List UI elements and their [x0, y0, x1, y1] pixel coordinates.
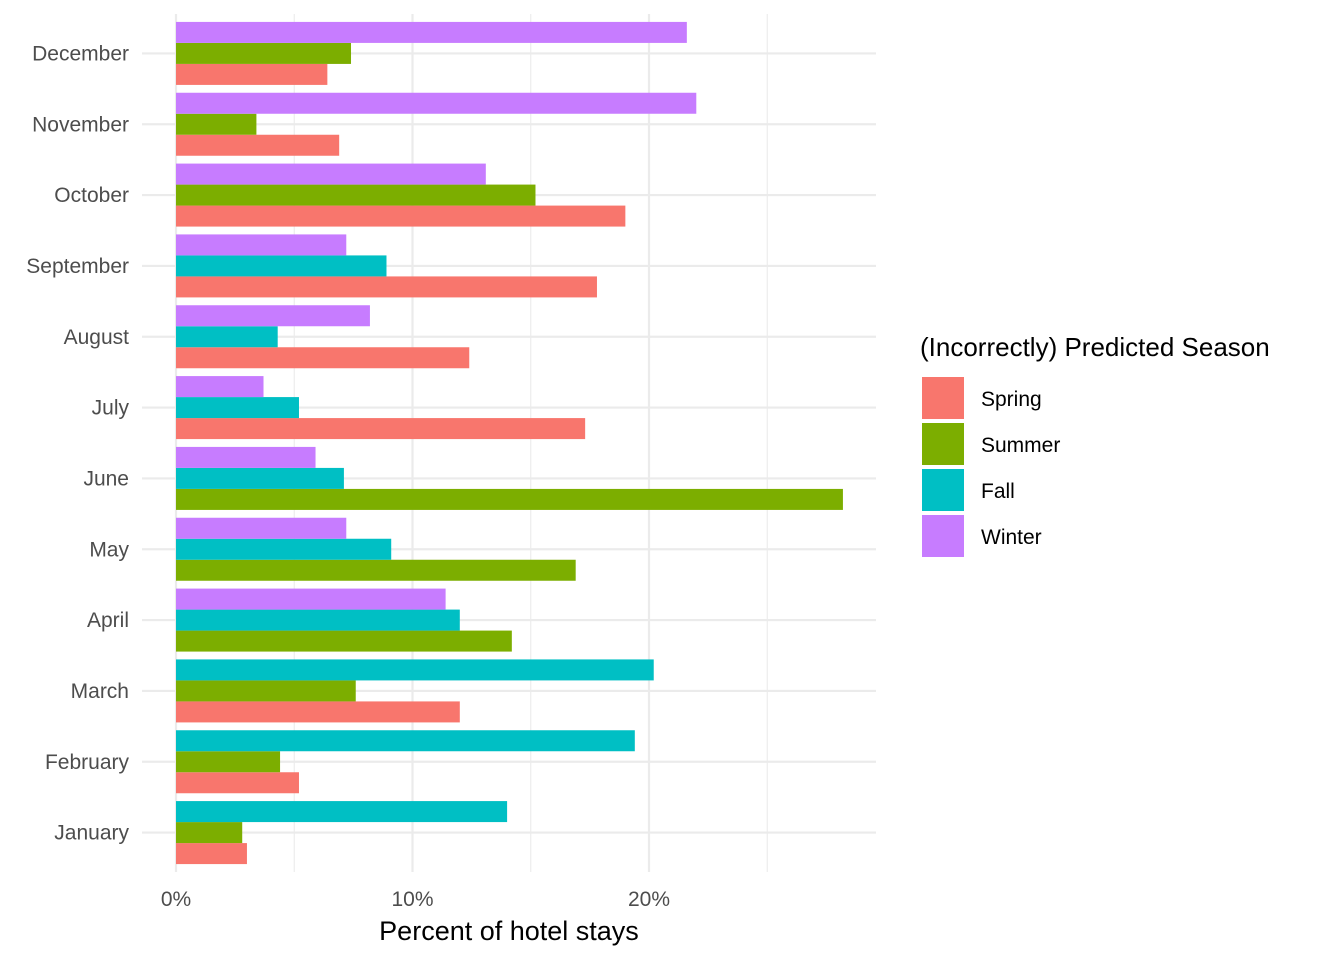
bar-december-spring: [176, 63, 328, 85]
y-tick-label-january: January: [54, 822, 129, 845]
bar-november-spring: [176, 134, 340, 156]
bar-may-summer: [176, 559, 576, 581]
legend-swatch-summer: [922, 423, 964, 465]
bars: [176, 21, 843, 865]
bar-february-fall: [176, 730, 635, 752]
legend: (Incorrectly) Predicted Season Spring Sum…: [920, 332, 1270, 557]
bar-october-spring: [176, 205, 626, 227]
bar-december-summer: [176, 42, 352, 64]
legend-label-fall: Fall: [981, 480, 1015, 503]
bar-february-spring: [176, 772, 299, 794]
y-tick-label-july: July: [92, 397, 130, 420]
x-axis-title: Percent of hotel stays: [379, 916, 639, 946]
y-tick-label-february: February: [45, 751, 130, 774]
legend-label-spring: Spring: [981, 388, 1042, 411]
legend-swatch-winter: [922, 515, 964, 557]
y-tick-label-september: September: [26, 255, 129, 278]
bar-february-summer: [176, 751, 281, 773]
bar-may-winter: [176, 517, 347, 539]
bar-march-spring: [176, 701, 460, 723]
x-tick-label: 20%: [628, 888, 670, 911]
bar-april-summer: [176, 630, 512, 652]
legend-label-winter: Winter: [981, 526, 1042, 549]
bar-january-spring: [176, 843, 247, 865]
legend-swatch-fall: [922, 469, 964, 511]
y-tick-label-june: June: [83, 467, 129, 490]
bar-january-summer: [176, 822, 243, 844]
bar-march-fall: [176, 659, 654, 681]
bar-october-summer: [176, 184, 536, 206]
bar-june-fall: [176, 467, 344, 489]
y-tick-label-may: May: [89, 538, 129, 561]
bar-april-fall: [176, 609, 460, 631]
y-axis-tick-labels: January February March April May June July Augu…: [26, 42, 129, 844]
bar-june-summer: [176, 488, 843, 510]
y-tick-label-october: October: [54, 184, 129, 207]
bar-september-fall: [176, 255, 387, 277]
y-tick-label-december: December: [32, 42, 129, 65]
bar-august-winter: [176, 305, 370, 327]
bar-june-winter: [176, 446, 316, 468]
bar-may-fall: [176, 538, 392, 560]
x-tick-label: 10%: [391, 888, 433, 911]
bar-april-winter: [176, 588, 446, 610]
bar-october-winter: [176, 163, 486, 185]
legend-label-summer: Summer: [981, 434, 1060, 457]
y-tick-label-april: April: [87, 609, 129, 632]
y-tick-label-august: August: [64, 326, 130, 349]
bar-january-fall: [176, 801, 508, 823]
x-tick-label: 0%: [161, 888, 191, 911]
x-axis-tick-labels: 0% 10% 20%: [161, 888, 670, 911]
bar-august-fall: [176, 326, 278, 348]
bar-march-summer: [176, 680, 356, 702]
bar-december-winter: [176, 21, 687, 43]
bar-november-winter: [176, 92, 697, 114]
bar-july-spring: [176, 418, 586, 440]
y-tick-label-march: March: [71, 680, 129, 703]
bar-september-winter: [176, 234, 347, 256]
y-tick-label-november: November: [32, 113, 129, 136]
bar-july-fall: [176, 397, 299, 419]
bar-july-winter: [176, 376, 264, 398]
bar-september-spring: [176, 276, 597, 298]
bar-august-spring: [176, 347, 470, 369]
legend-swatch-spring: [922, 377, 964, 419]
legend-title: (Incorrectly) Predicted Season: [920, 332, 1270, 362]
bar-november-summer: [176, 113, 257, 135]
